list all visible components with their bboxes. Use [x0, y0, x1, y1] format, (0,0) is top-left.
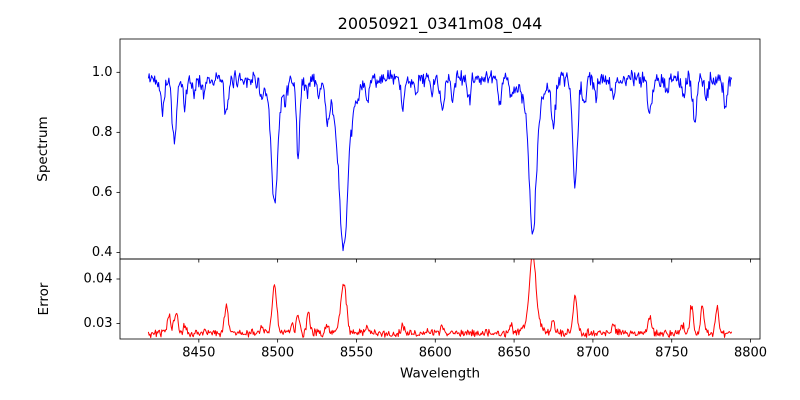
error-frame	[119, 258, 761, 340]
figure-title: 20050921_0341m08_044	[338, 14, 543, 34]
x-tick-label: 8650	[498, 346, 531, 361]
spectrum-axes: 0.4 0.6 0.8 1.0	[92, 38, 761, 263]
x-tick-label: 8450	[182, 346, 215, 361]
x-tick-label: 8550	[340, 346, 373, 361]
y-tick-label: 0.6	[92, 185, 113, 200]
spectrum-line	[147, 69, 733, 252]
error-line	[147, 259, 733, 339]
y-tick-label: 0.8	[92, 125, 113, 140]
y-tick-label: 0.03	[84, 316, 113, 331]
spectrum-y-axis-label: Spectrum	[35, 116, 51, 181]
x-tick-label: 8600	[419, 346, 452, 361]
x-axis-label: Wavelength	[400, 366, 480, 382]
plot-area: 0.4 0.6 0.8 1.0 0.03 0.04 8450 8500 8550 8600 8650…	[84, 38, 767, 361]
x-tick-label: 8800	[734, 346, 767, 361]
x-tick-label: 8500	[261, 346, 294, 361]
spectrum-frame	[119, 38, 761, 260]
x-tick-label: 8750	[655, 346, 688, 361]
y-tick-label: 0.4	[92, 245, 113, 260]
x-tick-label: 8700	[576, 346, 609, 361]
y-tick-label: 0.04	[84, 272, 113, 287]
error-axes: 0.03 0.04 8450 8500 8550 8600 8650 8700 8750 8800	[84, 258, 767, 361]
y-tick-label: 1.0	[92, 65, 113, 80]
error-y-axis-label: Error	[36, 282, 52, 315]
